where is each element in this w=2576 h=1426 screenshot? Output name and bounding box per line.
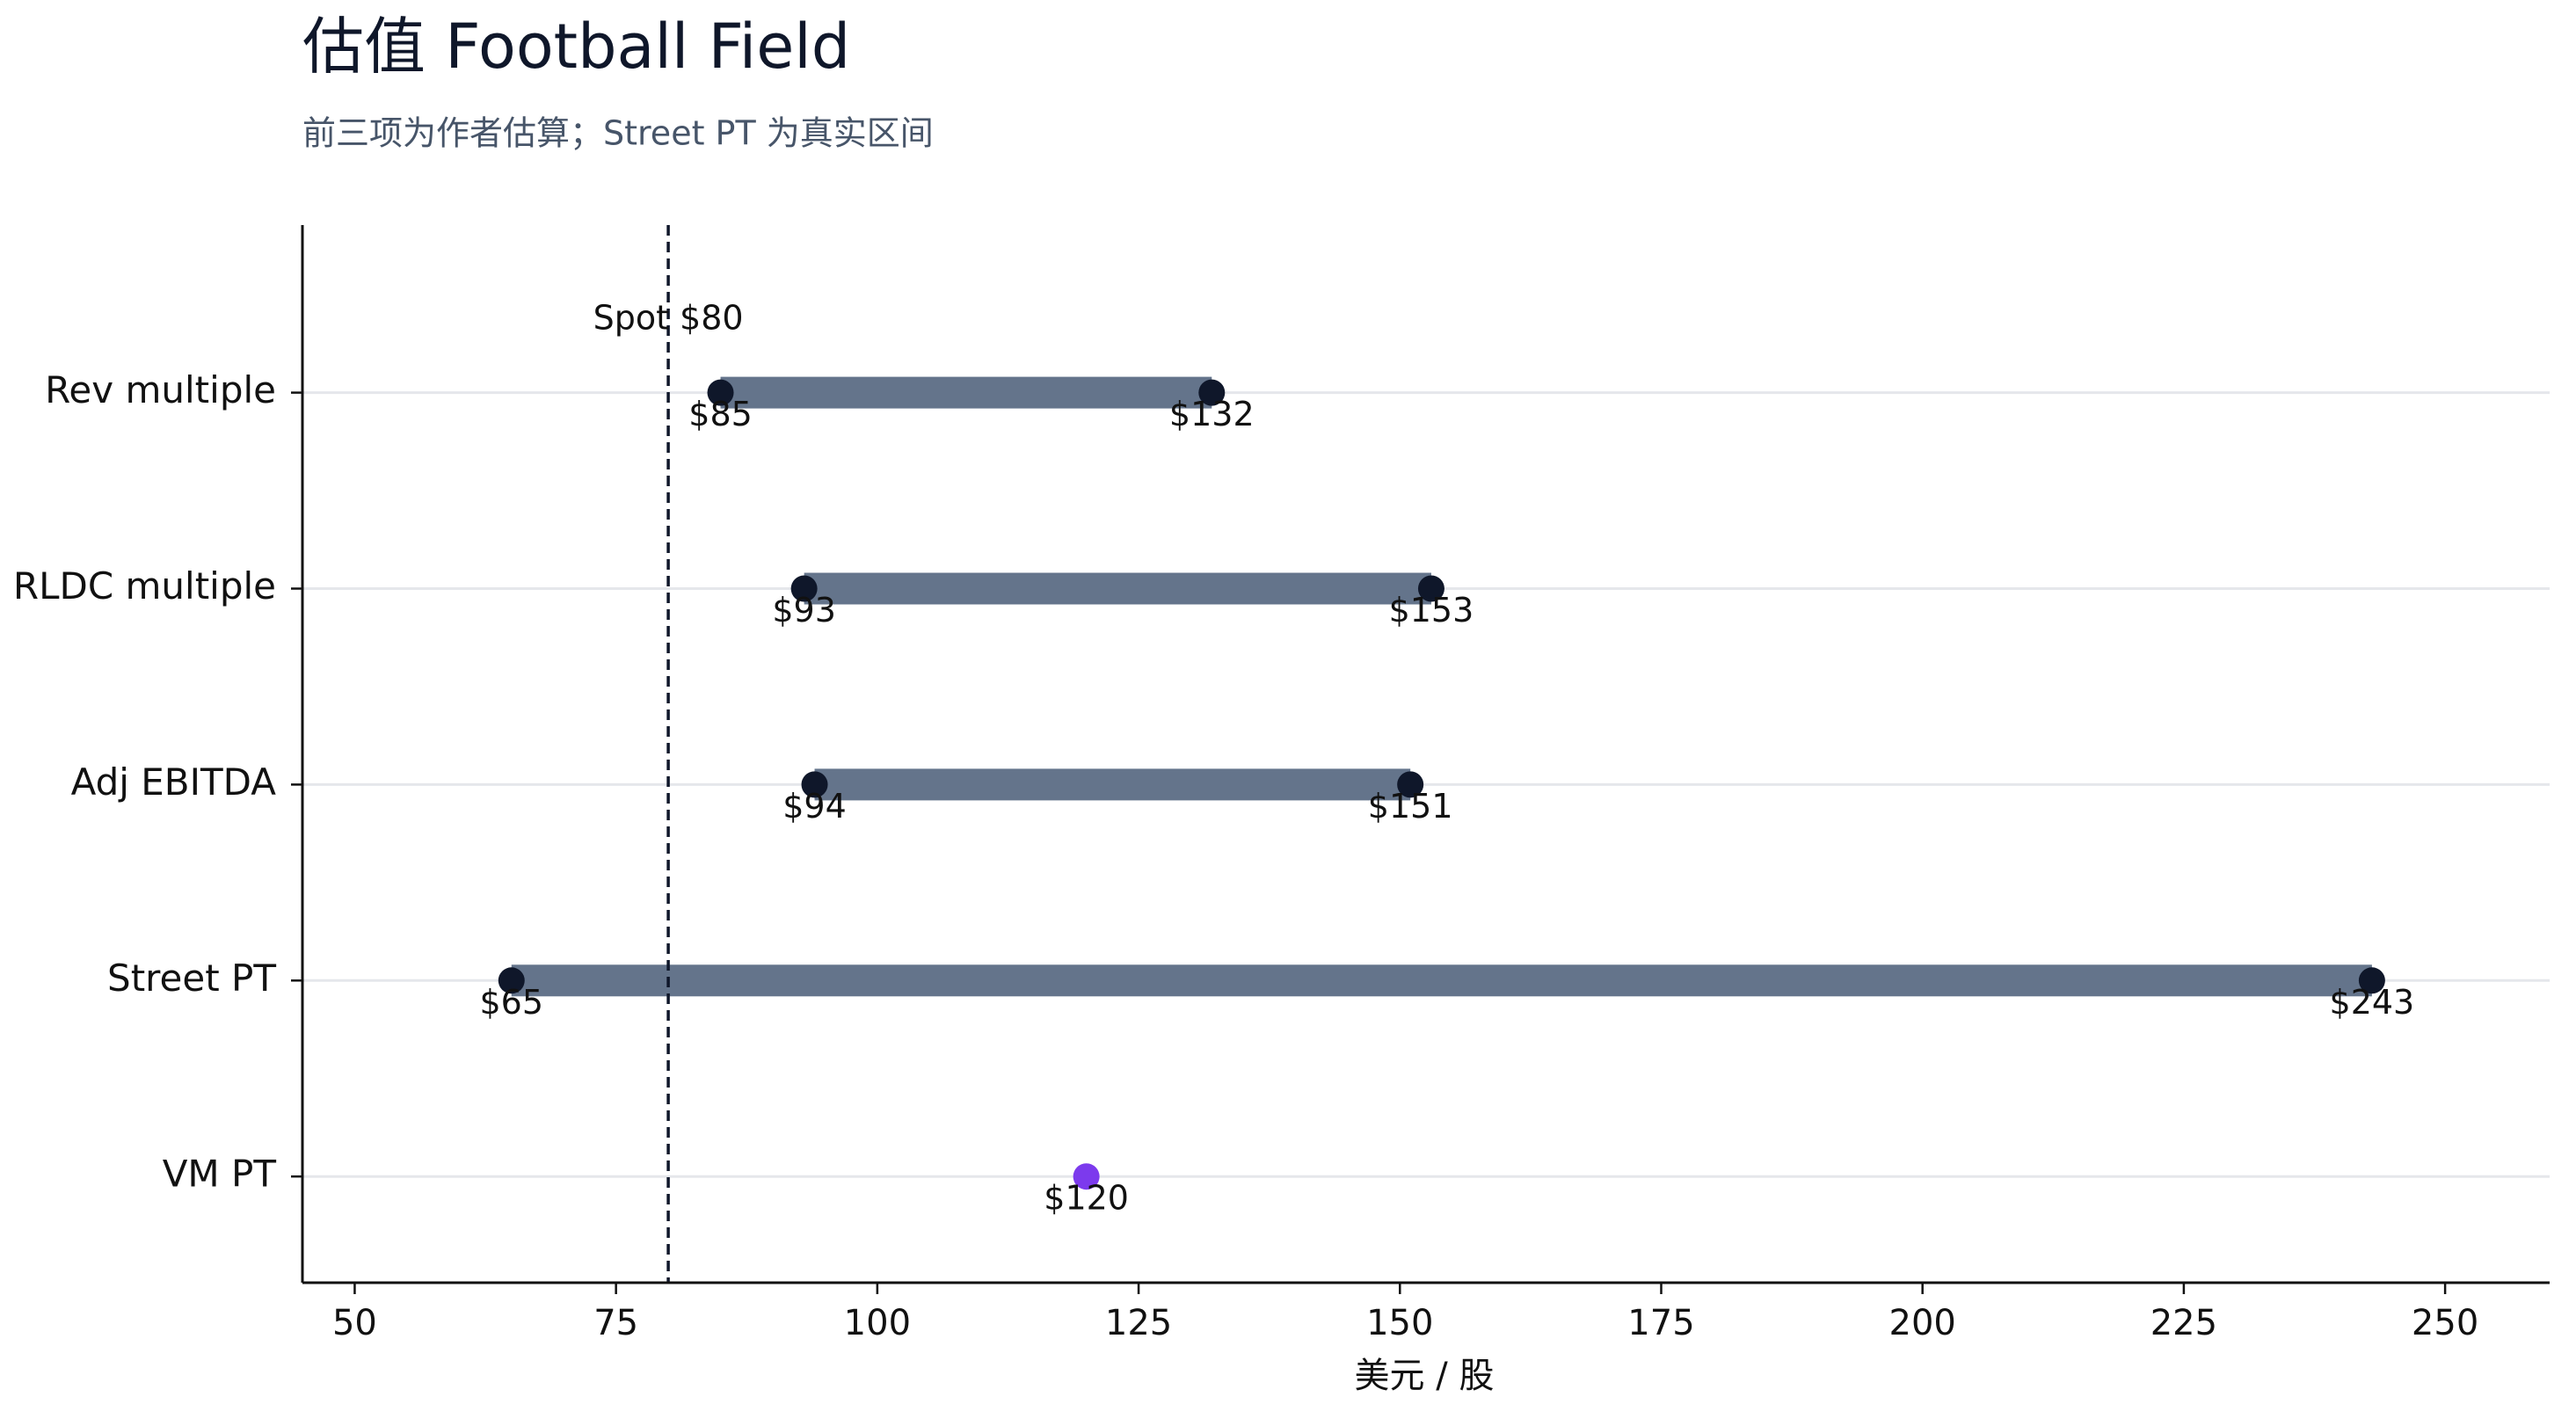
range-dot	[1397, 771, 1424, 798]
y-tick-label: Rev multiple	[45, 368, 276, 411]
x-axis-label: 美元 / 股	[1355, 1356, 1495, 1396]
x-tick-label: 150	[1366, 1303, 1433, 1343]
x-tick-label: 175	[1627, 1303, 1694, 1343]
x-tick-label: 225	[2150, 1303, 2217, 1343]
value-label: $85	[688, 395, 753, 433]
y-tick-label: Adj EBITDA	[71, 760, 277, 804]
x-tick-label: 200	[1889, 1303, 1956, 1343]
range-dot	[2358, 967, 2385, 994]
range-dot	[1417, 575, 1444, 602]
value-label: $94	[782, 787, 847, 826]
y-tick-label: VM PT	[163, 1153, 277, 1196]
range-dot	[707, 379, 734, 406]
range-bar	[814, 768, 1411, 801]
value-label: $93	[772, 591, 836, 629]
range-bar	[720, 376, 1212, 409]
x-tick-label: 75	[593, 1303, 638, 1343]
range-dot	[1198, 379, 1226, 406]
value-label: $151	[1368, 787, 1453, 826]
x-tick-label: 100	[844, 1303, 911, 1343]
value-label: $132	[1169, 395, 1255, 433]
range-bar	[511, 964, 2372, 997]
value-label: $243	[2330, 983, 2415, 1022]
y-tick-label: Street PT	[107, 957, 276, 1000]
range-dot	[1073, 1163, 1100, 1190]
x-tick-label: 125	[1105, 1303, 1172, 1343]
value-label: $120	[1044, 1179, 1129, 1218]
value-label: $153	[1389, 591, 1474, 629]
range-dot	[801, 771, 828, 798]
value-label: $65	[480, 983, 544, 1022]
chart-subtitle: 前三项为作者估算；Street PT 为真实区间	[302, 114, 934, 153]
x-tick-label: 250	[2412, 1303, 2478, 1343]
reference-label: Spot $80	[593, 299, 744, 338]
range-bar	[804, 572, 1431, 605]
range-dot	[498, 967, 525, 994]
chart-title: 估值 Football Field	[302, 11, 850, 83]
x-tick-label: 50	[332, 1303, 377, 1343]
y-tick-label: RLDC multiple	[13, 564, 276, 608]
range-dot	[790, 575, 818, 602]
